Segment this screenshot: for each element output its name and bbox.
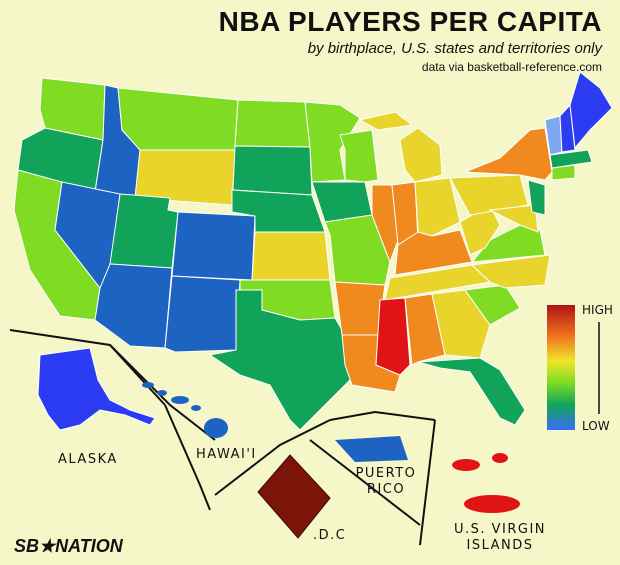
state-colorado (171, 211, 256, 281)
state-minnesota (304, 101, 361, 183)
label-alaska: ALASKA (58, 452, 118, 467)
state-kentucky (394, 229, 473, 276)
state-new-york (464, 127, 553, 181)
state-ohio (414, 177, 461, 237)
state-georgia (431, 289, 491, 359)
legend-low-label: LOW (582, 419, 610, 433)
state-pennsylvania (449, 174, 529, 216)
sbnation-logo: SB★NATION (14, 536, 123, 556)
state-michigan (399, 127, 443, 183)
map-subtitle: by birthplace, U.S. states and territori… (307, 40, 602, 57)
label-virgin-islands: U.S. VIRGIN ISLANDS (453, 522, 547, 553)
inset-divider-hawaii (109, 344, 166, 406)
state-maine (569, 71, 613, 150)
inset-alaska (37, 347, 156, 431)
state-arkansas (334, 281, 386, 336)
state-new-mexico (164, 275, 241, 353)
state-massachusetts (549, 149, 593, 169)
state-mississippi (375, 297, 411, 376)
state-new-jersey (527, 179, 546, 216)
state-utah (109, 193, 179, 269)
state-kansas (251, 231, 331, 281)
inset-divider-pr-bottom (309, 439, 421, 526)
state-arizona (94, 263, 173, 349)
state-alabama (404, 293, 446, 366)
inset-puerto-rico (335, 436, 408, 462)
inset-divider-alaska (9, 329, 216, 441)
label-puerto-rico: PUERTO RICO (355, 466, 417, 497)
state-north-dakota (234, 99, 311, 148)
state-texas (208, 289, 351, 431)
inset-divider-hawaii-bottom (164, 404, 211, 511)
state-wisconsin (339, 129, 379, 183)
label-hawaii: HAWAI'I (196, 447, 257, 462)
map-title: NBA PLAYERS PER CAPITA (218, 6, 602, 37)
inset-dc (257, 454, 331, 539)
state-south-carolina (464, 284, 521, 326)
inset-hawaii (142, 382, 228, 438)
state-maryland (488, 204, 539, 233)
legend-gradient-bar (547, 305, 575, 430)
state-florida (417, 357, 526, 426)
state-michigan-upper (358, 111, 414, 131)
state-north-carolina (470, 254, 551, 289)
legend-high-label: HIGH (582, 303, 613, 317)
state-montana (117, 87, 239, 151)
state-illinois (371, 184, 399, 264)
inset-divider-vi (419, 419, 436, 546)
inset-divider-pr (329, 410, 436, 421)
inset-virgin-islands (452, 453, 520, 513)
label-dc: .D.C (313, 528, 347, 543)
state-south-dakota (232, 145, 313, 196)
data-source-note: data via basketball-reference.com (421, 60, 602, 74)
inset-divider-dc (214, 419, 331, 496)
